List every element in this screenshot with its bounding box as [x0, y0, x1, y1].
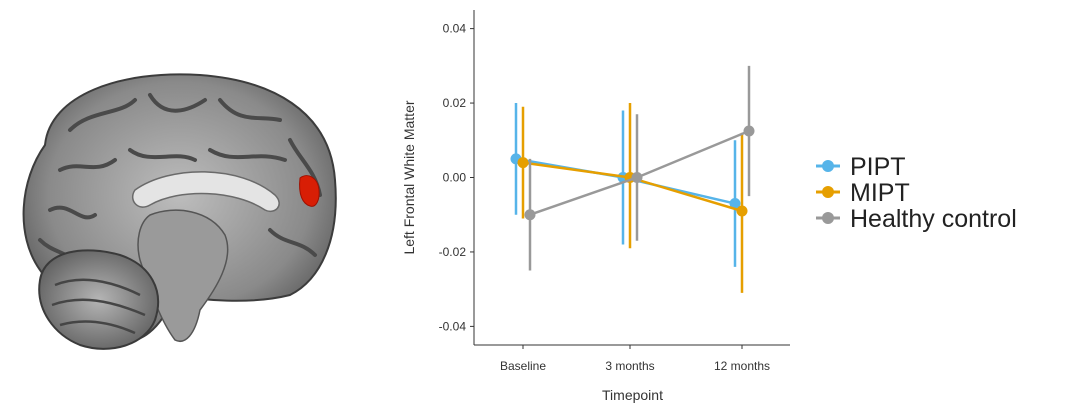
legend-item: MIPT [816, 179, 910, 207]
highlight-region [299, 175, 320, 207]
line-chart: -0.04 -0.02 0.00 0.02 0.04 Baseline 3 months 12… [401, 10, 1017, 403]
legend-key-point [822, 186, 834, 198]
x-tick-label: 12 months [714, 359, 770, 373]
y-axis-title: Left Frontal White Matter [401, 100, 417, 254]
data-point [524, 209, 536, 221]
y-tick-label: -0.02 [439, 245, 467, 259]
series [510, 65, 755, 293]
y-tick-label: 0.04 [443, 22, 467, 36]
brainstem [137, 209, 229, 342]
legend-item: PIPT [816, 153, 906, 181]
series-mipt [517, 103, 748, 293]
y-tick-label: 0.02 [443, 96, 467, 110]
legend-label: MIPT [850, 179, 910, 207]
series-line [522, 161, 743, 213]
legend-item: Healthy control [816, 205, 1017, 233]
series-pipt [510, 103, 741, 267]
data-point [517, 157, 529, 169]
ticks: -0.04 -0.02 0.00 0.02 0.04 Baseline 3 months 12… [439, 22, 770, 373]
data-point [631, 172, 643, 183]
sagittal-brain-image [22, 73, 337, 350]
data-point [729, 198, 741, 210]
legend-key-point [822, 212, 834, 224]
cerebellum [38, 249, 160, 350]
y-tick-label: -0.04 [439, 319, 467, 333]
data-point [743, 125, 755, 137]
legend-label: Healthy control [850, 205, 1017, 233]
chart-panel: -0.04 -0.02 0.00 0.02 0.04 Baseline 3 months 12… [380, 0, 1080, 411]
data-point [736, 205, 748, 217]
brain-panel [0, 0, 360, 411]
corpus-callosum [131, 171, 280, 212]
series-healthy-control [524, 65, 755, 271]
x-tick-label: 3 months [605, 359, 654, 373]
y-tick-label: 0.00 [443, 171, 467, 185]
legend-label: PIPT [850, 153, 906, 181]
x-tick-label: Baseline [500, 359, 546, 373]
x-axis-title: Timepoint [602, 387, 663, 403]
legend-key-point [822, 160, 834, 172]
